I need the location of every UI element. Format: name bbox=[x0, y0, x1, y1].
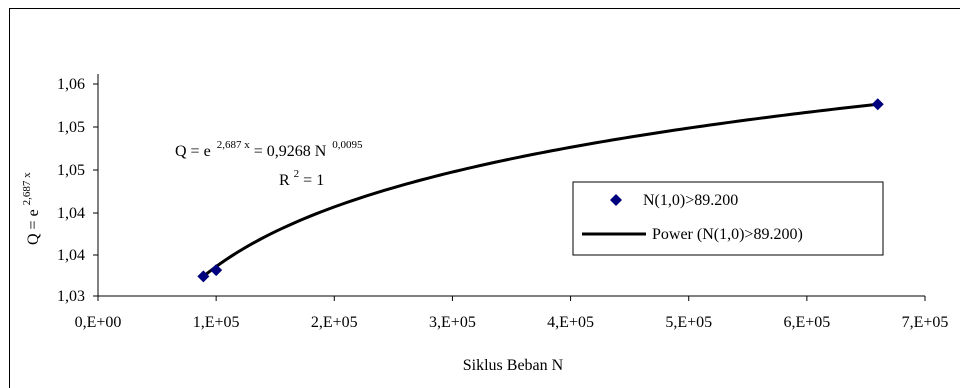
x-tick-label: 3,E+05 bbox=[429, 314, 476, 331]
equation-sup2: 0,0095 bbox=[332, 139, 363, 151]
y-tick-label: 1,04 bbox=[57, 205, 85, 222]
data-point bbox=[197, 270, 210, 283]
y-axis-label-exponent: 2,687 x bbox=[21, 172, 33, 206]
equation-sup1: 2,687 x bbox=[217, 139, 251, 151]
x-tick-label: 6,E+05 bbox=[783, 314, 830, 331]
legend-label-scatter: N(1,0)>89.200 bbox=[643, 192, 738, 209]
equation-part1: Q = e bbox=[175, 143, 211, 160]
y-tick-label: 1,04 bbox=[57, 247, 85, 264]
tick-labels: 0,E+00 1,E+05 2,E+05 3,E+05 4,E+05 5,E+05 6,E+… bbox=[57, 76, 948, 331]
x-tick-label: 7,E+05 bbox=[902, 314, 949, 331]
r2-rest: = 1 bbox=[303, 172, 324, 189]
x-tick-label: 4,E+05 bbox=[547, 314, 594, 331]
svg-text:Q = e 2,687 x: Q = e 2,687 x bbox=[21, 172, 42, 245]
data-point bbox=[210, 264, 223, 277]
x-axis-label: Siklus Beban N bbox=[463, 357, 564, 374]
r2-annotation: R 2 = 1 bbox=[279, 164, 324, 189]
y-tick-label: 1,05 bbox=[57, 119, 85, 136]
legend-label-power: Power (N(1,0)>89.200) bbox=[652, 226, 803, 243]
equation-part2: = 0,9268 N bbox=[254, 143, 327, 160]
power-trend-line bbox=[202, 102, 878, 278]
x-tick-label: 0,E+00 bbox=[75, 314, 122, 331]
y-tick-label: 1,03 bbox=[57, 288, 85, 305]
legend-box bbox=[572, 181, 884, 256]
r2-sup: 2 bbox=[294, 168, 300, 180]
chart-frame bbox=[9, 8, 960, 388]
x-tick-label: 1,E+05 bbox=[193, 314, 240, 331]
y-tick-label: 1,06 bbox=[57, 76, 85, 93]
legend-marker-diamond bbox=[610, 194, 622, 206]
plot-area bbox=[197, 98, 884, 283]
data-point bbox=[871, 98, 884, 111]
axes bbox=[93, 74, 926, 301]
y-axis-label: Q = e 2,687 x bbox=[21, 172, 42, 245]
x-tick-label: 2,E+05 bbox=[311, 314, 358, 331]
legend: N(1,0)>89.200 Power (N(1,0)>89.200) bbox=[572, 181, 884, 256]
y-tick-label: 1,05 bbox=[57, 162, 85, 179]
y-axis-label-base: Q = e bbox=[25, 209, 42, 245]
x-tick-label: 5,E+05 bbox=[665, 314, 712, 331]
r2-base: R bbox=[279, 172, 290, 189]
equation-annotation: Q = e 2,687 x = 0,9268 N 0,0095 bbox=[175, 135, 363, 160]
